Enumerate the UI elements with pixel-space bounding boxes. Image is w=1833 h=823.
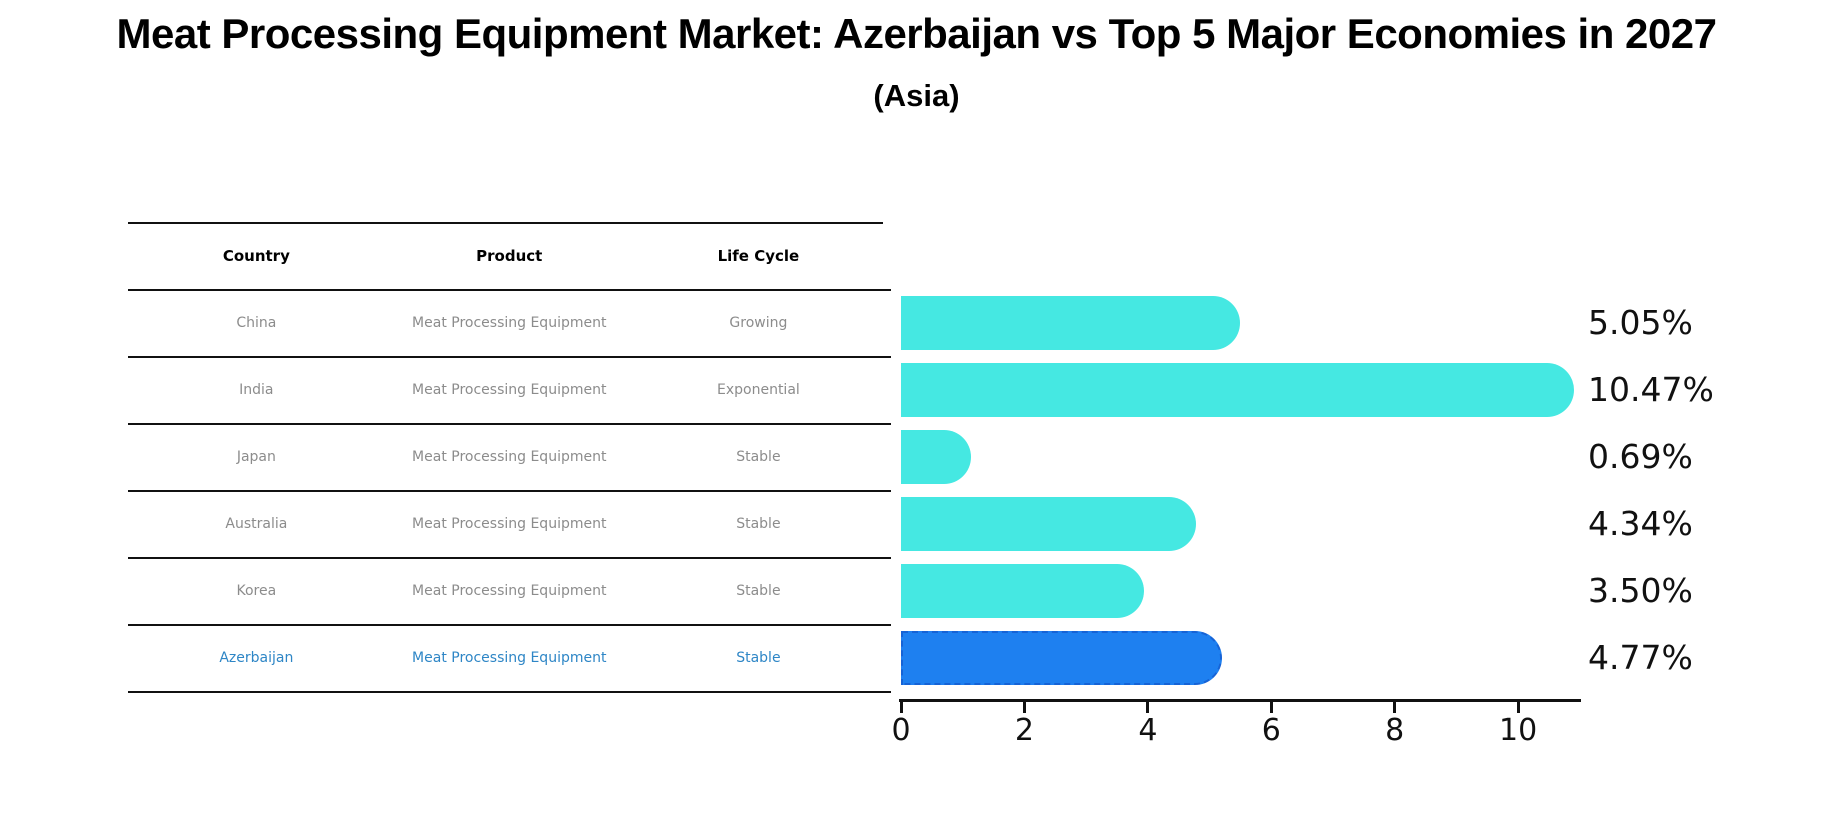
table-cell-product: Meat Processing Equipment <box>412 314 607 331</box>
y-axis-tick <box>877 356 891 358</box>
x-axis-line <box>899 699 1581 702</box>
table-cell-life-cycle: Exponential <box>717 381 800 398</box>
country-info-table: Country Product Life Cycle China Meat Proces… <box>128 222 883 693</box>
table-row-divider <box>128 624 883 626</box>
table-cell-product: Meat Processing Equipment <box>412 649 607 666</box>
bar-china <box>901 295 1240 350</box>
bar-value-label: 0.69% <box>1588 436 1693 476</box>
table-cell-country: Azerbaijan <box>219 649 294 666</box>
bar-value-label: 10.47% <box>1588 369 1714 409</box>
table-cell-product: Meat Processing Equipment <box>412 448 607 465</box>
x-axis-tick <box>1022 701 1026 713</box>
table-row-divider <box>128 557 883 559</box>
bar-japan <box>901 429 971 484</box>
y-axis-tick <box>877 423 891 425</box>
y-axis-tick <box>877 691 891 693</box>
table-cell-country: Japan <box>236 448 276 465</box>
x-axis-tick <box>1269 701 1273 713</box>
bar-value-label: 5.05% <box>1588 302 1693 342</box>
table-row-divider <box>128 356 883 358</box>
table-row: Japan Meat Processing Equipment Stable <box>128 423 883 490</box>
table-cell-life-cycle: Stable <box>736 649 781 666</box>
x-axis-tick <box>1516 701 1520 713</box>
bar-value-label: 4.34% <box>1588 503 1693 543</box>
table-row: Korea Meat Processing Equipment Stable <box>128 557 883 624</box>
table-row: Azerbaijan Meat Processing Equipment Stabl… <box>128 624 883 691</box>
table-cell-life-cycle: Stable <box>736 582 781 599</box>
x-axis-tick-label: 0 <box>891 713 911 748</box>
x-axis-tick <box>1146 701 1150 713</box>
table-row-divider <box>128 691 883 693</box>
table-cell-product: Meat Processing Equipment <box>412 381 607 398</box>
table-header-row: Country Product Life Cycle <box>128 222 883 289</box>
x-axis-tick-label: 6 <box>1261 713 1281 748</box>
page-subtitle: (Asia) <box>873 78 960 113</box>
x-axis-tick-label: 10 <box>1499 713 1538 748</box>
table-cell-product: Meat Processing Equipment <box>412 582 607 599</box>
bar-australia <box>901 496 1196 551</box>
x-axis-tick-label: 4 <box>1138 713 1158 748</box>
x-axis-tick-label: 8 <box>1385 713 1405 748</box>
x-axis-tick <box>1393 701 1397 713</box>
table-row: China Meat Processing Equipment Growing <box>128 289 883 356</box>
table-row-divider <box>128 289 883 291</box>
table-cell-country: China <box>236 314 277 331</box>
bar-korea <box>901 563 1144 618</box>
y-axis-tick <box>877 289 891 291</box>
bar-value-label: 3.50% <box>1588 570 1693 610</box>
y-axis-tick <box>877 557 891 559</box>
x-axis-tick-label: 2 <box>1014 713 1034 748</box>
table-row: India Meat Processing Equipment Exponentia… <box>128 356 883 423</box>
table-cell-country: India <box>239 381 274 398</box>
page-title: Meat Processing Equipment Market: Azerba… <box>116 10 1717 57</box>
table-row: Australia Meat Processing Equipment Stable <box>128 490 883 557</box>
y-axis-tick <box>877 490 891 492</box>
table-row-divider <box>128 490 883 492</box>
table-row-divider <box>128 222 883 224</box>
table-cell-life-cycle: Stable <box>736 448 781 465</box>
table-cell-country: Australia <box>225 515 288 532</box>
bar-azerbaijan-highlighted <box>901 630 1222 685</box>
table-header-cell: Life Cycle <box>717 246 800 265</box>
table-row-divider <box>128 423 883 425</box>
bar-india <box>901 362 1574 417</box>
x-axis-tick <box>899 701 903 713</box>
table-cell-life-cycle: Growing <box>729 314 788 331</box>
y-axis-tick <box>877 624 891 626</box>
table-cell-product: Meat Processing Equipment <box>412 515 607 532</box>
table-header-cell: Product <box>476 246 543 265</box>
table-cell-country: Korea <box>236 582 277 599</box>
bar-value-label: 4.77% <box>1588 637 1693 677</box>
table-cell-life-cycle: Stable <box>736 515 781 532</box>
table-header-cell: Country <box>222 246 290 265</box>
